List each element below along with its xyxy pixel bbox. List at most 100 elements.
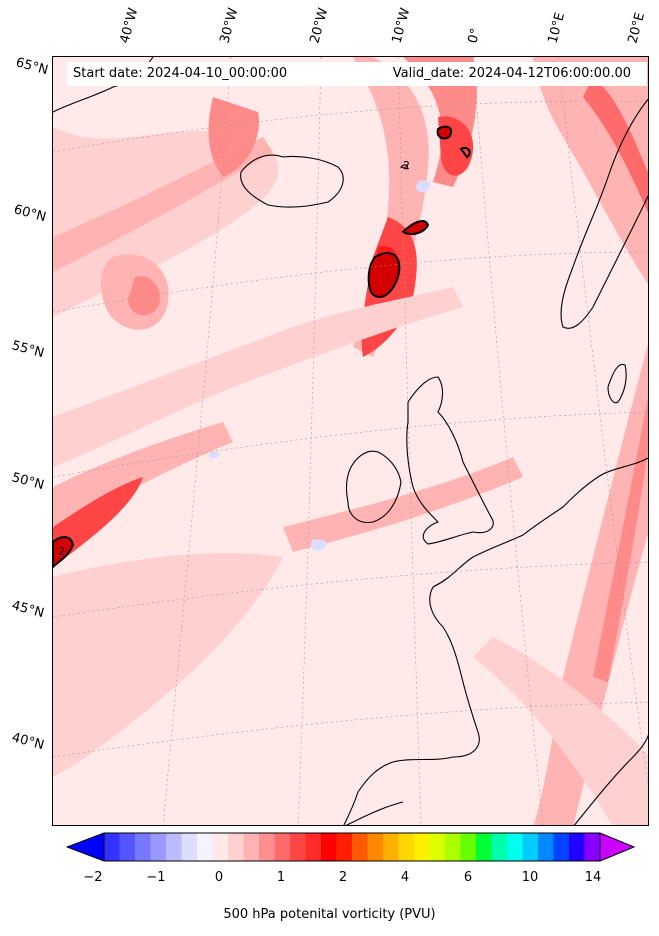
colorbar-cell — [414, 833, 430, 861]
graticule-lat-45 — [53, 561, 648, 618]
pv-neg-spot-2 — [208, 451, 220, 459]
colorbar-cell — [352, 833, 368, 861]
colorbar-extend-low — [67, 833, 104, 861]
colorbar-cell — [522, 833, 539, 861]
coast-med — [573, 734, 648, 825]
pv-band-southwest-broad — [53, 553, 283, 777]
coast-faroe — [399, 164, 409, 170]
colorbar-cell — [150, 833, 167, 861]
pv-blob-eddy-core — [128, 276, 161, 316]
pv-band-west-streak — [53, 137, 273, 272]
graticule-lon-20w — [297, 57, 322, 825]
colorbar-cell — [305, 833, 322, 861]
potential-vorticity-map: 2 2 — [53, 57, 648, 825]
colorbar-cell — [476, 833, 492, 861]
valid-date: Valid_date: 2024-04-12T06:00:00.00 — [392, 66, 631, 81]
colorbar-cell — [553, 833, 570, 861]
lat-label-45n: 45°N — [10, 598, 46, 622]
lon-label-10e: 10°E — [545, 10, 569, 46]
colorbar-cell — [569, 833, 585, 861]
colorbar-tick-0: 0 — [214, 870, 224, 885]
graticule — [53, 57, 648, 825]
pv-band-central-trough — [353, 57, 429, 357]
colorbar-cell — [166, 833, 182, 861]
pv-band-iceland — [208, 97, 259, 177]
pv-band-mid-atlantic — [53, 287, 463, 467]
graticule-lat-40 — [53, 701, 648, 758]
coast-europe — [343, 457, 648, 825]
coast-ireland — [346, 450, 402, 524]
colorbar-cell — [321, 833, 337, 861]
date-banner: Start date: 2024-04-10_00:00:00 Valid_da… — [67, 62, 647, 86]
lon-label-0: 0° — [465, 26, 484, 45]
colorbar-tick-m2: −2 — [83, 870, 103, 885]
lon-label-20e: 20°E — [625, 10, 649, 46]
colorbar-cell — [336, 833, 353, 861]
lat-label-60n: 60°N — [12, 202, 48, 226]
lat-label-40n: 40°N — [10, 730, 46, 754]
coast-britain — [406, 376, 494, 545]
coast-denmark — [607, 363, 627, 404]
lat-label-50n: 50°N — [10, 470, 46, 494]
colorbar-cell — [460, 833, 477, 861]
contour-2pvu-faroe — [436, 125, 453, 140]
graticule-lat-50 — [53, 411, 648, 478]
colorbar-cell — [367, 833, 384, 861]
colorbar-tick-m1: −1 — [146, 870, 166, 885]
colorbar-cell — [538, 833, 554, 861]
colorbar-cell — [259, 833, 275, 861]
graticule-lat-55 — [53, 251, 648, 313]
pv-neg-spot-3 — [416, 180, 431, 193]
colorbar-cell — [383, 833, 399, 861]
coast-iceland — [240, 154, 344, 208]
colorbar-tick-4: 4 — [400, 870, 410, 885]
colorbar-cells — [67, 833, 634, 861]
lat-label-55n: 55°N — [10, 338, 46, 362]
pv-band-southeast — [473, 637, 648, 825]
colorbar-left-extend-outline — [66, 832, 105, 862]
colorbar-cell — [119, 833, 136, 861]
pv-neg-spot-1 — [310, 539, 327, 551]
contour-2pvu-north — [401, 220, 430, 235]
contour-label-west: 2 — [58, 545, 65, 558]
colorbar-cell — [104, 833, 120, 861]
colorbar-cell — [584, 833, 601, 861]
colorbar-cell — [491, 833, 508, 861]
pv-band-southwest-core — [53, 477, 143, 567]
graticule-lat-60 — [53, 100, 648, 153]
pv-band-east-jet-core — [593, 397, 648, 682]
contour-2pvu-central — [367, 252, 401, 298]
colorbar-cell — [398, 833, 415, 861]
graticule-lon-10w — [397, 57, 422, 825]
lon-label-20w: 20°W — [307, 6, 332, 45]
pv-band-biscay — [283, 457, 523, 552]
coast-iberia-north — [345, 801, 404, 825]
colorbar-cell — [507, 833, 523, 861]
colorbar-cell — [197, 833, 213, 861]
graticule-lon-0 — [472, 57, 544, 825]
colorbar-cell — [135, 833, 151, 861]
colorbar-cell — [212, 833, 229, 861]
colorbar-tick-14: 14 — [584, 870, 602, 885]
colorbar-tick-1: 1 — [276, 870, 286, 885]
lat-label-65n: 65°N — [14, 55, 50, 79]
pv-band-northeast-core — [583, 77, 648, 213]
pv-2pvu-contours — [53, 125, 471, 569]
start-date: Start date: 2024-04-10_00:00:00 — [73, 66, 288, 81]
colorbar-cell — [228, 833, 244, 861]
coastlines — [53, 57, 648, 825]
colorbar-tick-10: 10 — [521, 870, 539, 885]
colorbar-cell — [181, 833, 198, 861]
colorbar-label: 500 hPa potenital vorticity (PVU) — [223, 907, 436, 922]
colorbar-right-extend-outline — [599, 832, 636, 862]
colorbar-tick-6: 6 — [463, 870, 473, 885]
colorbar-border — [103, 832, 601, 862]
graticule-lon-10e — [557, 57, 648, 786]
colorbar-cell — [445, 833, 461, 861]
contour-2pvu-west — [53, 536, 75, 569]
colorbar-extend-high — [600, 833, 634, 861]
lon-label-10w: 10°W — [389, 6, 414, 45]
map-panel: 2 2 — [52, 56, 649, 826]
colorbar-cell — [243, 833, 260, 861]
lon-label-40w: 40°W — [117, 6, 142, 45]
